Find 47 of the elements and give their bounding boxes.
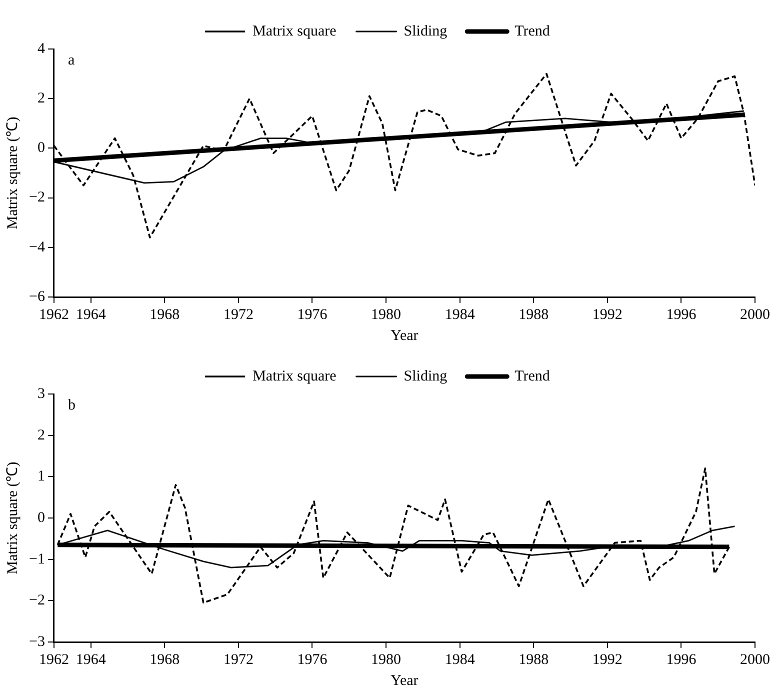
x-tick-label: 1984 <box>444 652 476 668</box>
x-tick-label: 1976 <box>297 652 328 668</box>
x-tick-label: 1964 <box>76 652 106 668</box>
legend-label: Matrix square <box>252 368 337 384</box>
x-tick-label: 1992 <box>592 306 622 323</box>
x-tick-label: 1980 <box>371 306 402 323</box>
legend-label: Sliding <box>404 23 448 40</box>
y-tick-label: 3 <box>37 386 45 402</box>
x-tick-label: 1980 <box>371 652 402 668</box>
x-tick-label: 1976 <box>297 306 328 323</box>
y-tick-label: −2 <box>28 190 45 206</box>
x-axis-title: Year <box>390 672 418 689</box>
x-tick-label: 1964 <box>76 306 106 323</box>
x-tick-label: 1972 <box>223 306 254 323</box>
annotation: a <box>68 52 75 68</box>
legend-label: Sliding <box>404 368 448 384</box>
x-tick-label: 1984 <box>444 306 476 323</box>
x-tick-label: 2000 <box>740 652 770 668</box>
x-tick-label: 1968 <box>150 652 180 668</box>
y-tick-label: −1 <box>28 551 45 568</box>
x-tick-label: 1992 <box>592 652 622 668</box>
x-tick-label: 1988 <box>518 652 549 668</box>
x-tick-label: 1962 <box>38 652 69 668</box>
annotation: b <box>68 397 76 414</box>
y-tick-label: −6 <box>28 288 46 305</box>
y-tick-label: 1 <box>37 468 45 485</box>
x-tick-label: 1988 <box>518 306 549 323</box>
legend-label: Trend <box>514 368 550 384</box>
x-tick-label: 2000 <box>740 306 770 323</box>
y-tick-label: 0 <box>37 510 45 526</box>
legend-label: Trend <box>514 23 550 40</box>
x-tick-label: 1996 <box>666 306 697 323</box>
x-tick-label: 1996 <box>666 652 697 668</box>
y-tick-label: 2 <box>37 90 45 107</box>
legend-label: Matrix square <box>252 23 337 40</box>
y-tick-label: −2 <box>28 592 45 609</box>
x-tick-label: 1962 <box>38 306 69 323</box>
y-tick-label: −4 <box>28 239 46 256</box>
x-tick-label: 1972 <box>223 652 254 668</box>
x-tick-label: 1968 <box>150 306 180 323</box>
y-tick-label: −3 <box>28 634 45 650</box>
y-tick-label: 0 <box>37 140 45 156</box>
y-axis-title: Matrix square (℃) <box>4 116 21 230</box>
y-axis-title: Matrix square (℃) <box>4 462 21 574</box>
x-axis-title: Year <box>390 328 418 344</box>
y-tick-label: 2 <box>37 427 45 444</box>
y-tick-label: 4 <box>37 40 46 57</box>
